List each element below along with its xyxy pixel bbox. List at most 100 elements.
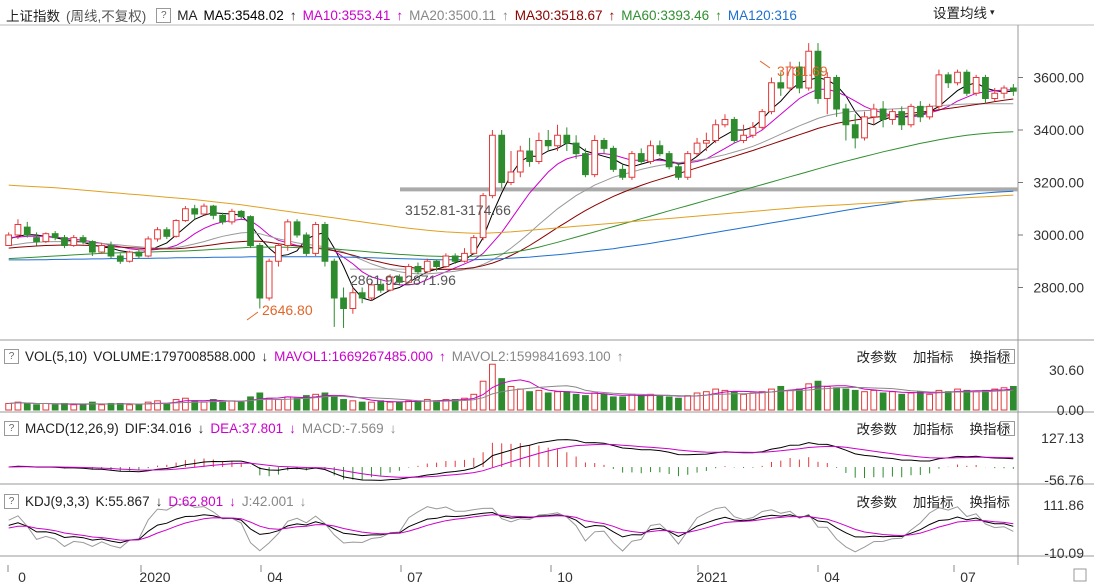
volume-bar bbox=[572, 393, 580, 411]
candle-body bbox=[721, 119, 729, 126]
caret-down-icon: ▾ bbox=[990, 6, 995, 17]
j-line bbox=[8, 503, 1014, 553]
kdj-title: KDJ(9,3,3) bbox=[25, 493, 90, 509]
volume-bar bbox=[163, 402, 171, 411]
price-tick-label: 3600.00 bbox=[1033, 70, 1084, 86]
volume-bar bbox=[916, 391, 924, 411]
candle-body bbox=[554, 134, 561, 147]
volume-bar bbox=[5, 402, 13, 411]
volume-bar bbox=[554, 391, 561, 411]
candle-body bbox=[219, 214, 226, 223]
candle-body bbox=[51, 233, 59, 239]
candle-body bbox=[628, 153, 636, 178]
ma-label: MA bbox=[177, 7, 198, 23]
volume-bar bbox=[805, 383, 813, 411]
volume-bar bbox=[768, 388, 775, 411]
ma20-value: MA20:3500.11 bbox=[409, 7, 496, 23]
volume-bar bbox=[330, 395, 338, 411]
dea-line bbox=[8, 443, 1014, 478]
volume-bar bbox=[833, 387, 840, 411]
arrow-up-icon: ↑ bbox=[616, 348, 624, 364]
candle-body bbox=[944, 74, 952, 84]
help-icon[interactable]: ? bbox=[4, 420, 19, 436]
volume-bar bbox=[879, 392, 887, 411]
ma5-value: MA5:3548.02 bbox=[203, 7, 284, 23]
x-tick-label: 07 bbox=[407, 569, 423, 585]
period-label: (周线,不复权) bbox=[66, 9, 147, 24]
arrow-up-icon: ↑ bbox=[439, 348, 446, 364]
candle-body bbox=[163, 229, 171, 237]
volume-bar bbox=[786, 389, 794, 411]
volume-bar bbox=[972, 391, 980, 411]
volume-bar bbox=[23, 402, 31, 411]
candle-body bbox=[693, 142, 701, 155]
candle-body bbox=[600, 140, 608, 149]
help-icon[interactable]: ? bbox=[4, 493, 19, 509]
switch-indicator-button[interactable]: 换指标 bbox=[969, 495, 1011, 510]
volume-bar bbox=[107, 402, 115, 411]
resize-handle-icon bbox=[1073, 568, 1087, 582]
volume-bar bbox=[33, 404, 40, 411]
candle-body bbox=[358, 292, 366, 299]
volume-bar bbox=[321, 392, 329, 411]
change-params-button[interactable]: 改参数 bbox=[856, 495, 898, 510]
ma-settings-label: 设置均线 bbox=[933, 6, 987, 21]
candle-body bbox=[470, 237, 478, 254]
arrow-down-icon: ↓ bbox=[289, 420, 296, 436]
volume-bar bbox=[656, 395, 664, 411]
dif-line bbox=[8, 439, 1014, 481]
candle-body bbox=[796, 66, 803, 89]
ma120-value: MA120:316 bbox=[727, 7, 797, 23]
help-icon[interactable]: ? bbox=[156, 7, 172, 23]
volume-bar bbox=[823, 385, 831, 411]
close-icon[interactable]: × bbox=[1000, 348, 1015, 364]
candle-body bbox=[665, 153, 673, 168]
volume-bar bbox=[563, 391, 571, 411]
candle-body bbox=[200, 205, 208, 215]
change-params-button[interactable]: 改参数 bbox=[856, 422, 898, 437]
candle-body bbox=[423, 260, 431, 273]
mavol1-value: MAVOL1:1669267485.000 bbox=[274, 348, 434, 364]
close-icon[interactable]: × bbox=[1000, 420, 1015, 436]
candle-body bbox=[256, 245, 264, 299]
price-tick-label: 3200.00 bbox=[1033, 175, 1084, 191]
candle-body bbox=[609, 147, 617, 170]
help-icon[interactable]: ? bbox=[4, 348, 19, 364]
switch-indicator-button[interactable]: 换指标 bbox=[969, 350, 1011, 365]
vol-panel-header: ? VOL(5,10) VOLUME:1797008588.000 ↓ MAVOL… bbox=[0, 345, 1094, 367]
price-tick-label: 3400.00 bbox=[1033, 122, 1084, 138]
candle-body bbox=[991, 92, 999, 99]
candle-body bbox=[293, 221, 301, 236]
volume-bar bbox=[126, 404, 133, 411]
mavol-line-1 bbox=[8, 379, 1014, 405]
candle-body bbox=[312, 224, 320, 254]
add-indicator-button[interactable]: 加指标 bbox=[913, 350, 954, 365]
volume-bar bbox=[228, 400, 236, 411]
volume-bar bbox=[302, 395, 310, 411]
kdj-tick-label: 111.86 bbox=[1043, 497, 1084, 513]
candle-body bbox=[935, 74, 943, 107]
volume-bar bbox=[498, 378, 506, 411]
candle-body bbox=[572, 142, 580, 155]
candle-body bbox=[898, 111, 906, 126]
volume-bar bbox=[665, 396, 673, 411]
candle-body bbox=[582, 153, 589, 176]
change-params-button[interactable]: 改参数 bbox=[856, 350, 898, 365]
switch-indicator-button[interactable]: 换指标 bbox=[969, 422, 1011, 437]
volume-bar bbox=[182, 397, 189, 411]
volume-bar bbox=[582, 395, 589, 411]
candle-body bbox=[758, 111, 766, 128]
x-tick-label: 0 bbox=[18, 569, 26, 585]
x-tick-label: 04 bbox=[824, 569, 840, 585]
candle-body bbox=[712, 124, 720, 141]
volume-bar bbox=[926, 393, 934, 411]
add-indicator-button[interactable]: 加指标 bbox=[913, 495, 954, 510]
ma10-value: MA10:3553.41 bbox=[302, 7, 391, 23]
candle-body bbox=[842, 108, 850, 126]
volume-bar bbox=[758, 391, 766, 411]
ma-settings-dropdown[interactable]: 设置均线 ▾ bbox=[933, 1, 997, 23]
volume-bar bbox=[1009, 385, 1017, 411]
add-indicator-button[interactable]: 加指标 bbox=[913, 422, 954, 437]
x-tick-label: 10 bbox=[557, 569, 573, 585]
candle-body bbox=[916, 105, 924, 118]
